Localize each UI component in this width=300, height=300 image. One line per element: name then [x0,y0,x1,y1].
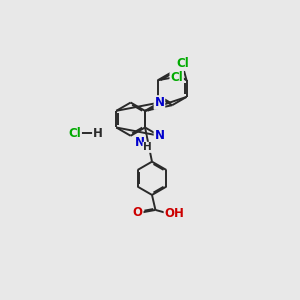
Text: N: N [154,129,164,142]
Text: Cl: Cl [177,57,190,70]
Text: Cl: Cl [170,71,183,84]
Text: H: H [93,127,103,140]
Text: O: O [133,206,143,219]
Text: H: H [143,142,152,152]
Text: N: N [135,136,145,149]
Text: N: N [154,96,164,109]
Text: Cl: Cl [68,127,81,140]
Text: OH: OH [164,207,184,220]
